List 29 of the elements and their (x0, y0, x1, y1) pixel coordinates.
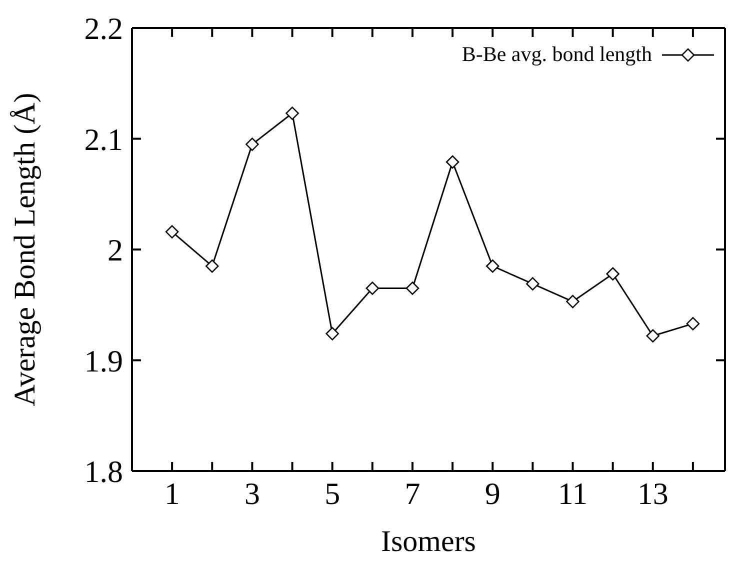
point (606, 267, 620, 281)
point (406, 282, 420, 295)
legend-label: B-Be avg. bond length (462, 42, 652, 67)
y-tick-label: 2.1 (84, 122, 123, 157)
x-tick-label: 13 (637, 476, 668, 512)
point (646, 329, 660, 343)
x-tick-label: 5 (324, 476, 340, 512)
point (686, 317, 700, 330)
point (566, 294, 580, 308)
point (526, 277, 540, 290)
y-tick-label: 2.2 (84, 11, 123, 46)
x-tick-label: 3 (244, 476, 260, 512)
point (286, 106, 299, 120)
y-tick-label: 1.8 (84, 454, 123, 490)
point (326, 327, 339, 340)
point (366, 282, 380, 295)
point (205, 259, 219, 273)
x-tick-label: 9 (484, 476, 500, 512)
point (246, 138, 259, 151)
x-tick-label: 1 (164, 476, 180, 512)
x-tick-label: 11 (558, 476, 588, 512)
point (486, 259, 500, 273)
y-tick-label: 1.9 (84, 343, 123, 378)
point (165, 225, 179, 238)
y-tick-label: 2 (108, 232, 123, 268)
x-tick-label: 7 (404, 476, 420, 512)
x-axis-title: Isomers (381, 525, 476, 558)
y-axis-title: Average Bond Length (Å) (8, 92, 42, 406)
point (446, 155, 460, 169)
